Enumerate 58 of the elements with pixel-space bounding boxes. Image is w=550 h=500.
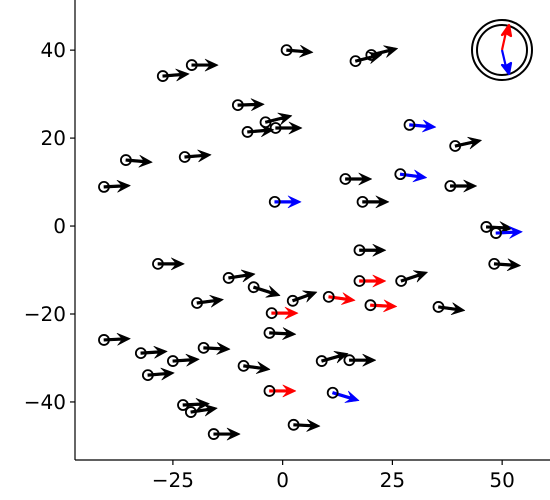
x-tick-label: 25: [380, 468, 406, 492]
point: [286, 294, 299, 307]
point: [480, 221, 492, 233]
point: [449, 140, 462, 152]
point: [184, 406, 197, 418]
point: [350, 55, 362, 68]
point: [326, 386, 339, 399]
point: [166, 355, 179, 367]
point: [242, 126, 254, 138]
point: [134, 347, 147, 360]
point: [404, 118, 416, 131]
point: [156, 70, 169, 82]
point: [98, 181, 110, 193]
point: [198, 342, 210, 354]
point: [354, 244, 366, 256]
point: [142, 369, 154, 382]
point: [394, 168, 406, 180]
point: [208, 428, 220, 440]
point: [152, 258, 164, 270]
point: [340, 173, 352, 185]
point: [268, 196, 281, 208]
point: [178, 151, 191, 163]
point: [488, 258, 500, 270]
point: [444, 180, 456, 192]
point: [288, 418, 300, 431]
point: [238, 360, 250, 372]
point: [264, 327, 276, 339]
point: [343, 354, 356, 366]
point: [266, 307, 278, 320]
x-tick-label: 0: [276, 468, 290, 492]
point: [316, 355, 328, 367]
point: [98, 334, 110, 346]
y-tick-label: 40: [40, 38, 66, 62]
point: [222, 272, 235, 284]
point: [364, 299, 376, 312]
point: [191, 297, 203, 309]
point: [365, 49, 378, 61]
y-tick-label: −40: [24, 390, 66, 414]
point: [280, 44, 292, 56]
point: [322, 290, 335, 303]
point: [120, 154, 132, 166]
point: [354, 275, 366, 287]
point: [356, 196, 368, 208]
point: [248, 281, 260, 294]
y-tick-label: −20: [24, 302, 66, 326]
point: [270, 122, 282, 134]
point: [432, 301, 444, 313]
x-tick-label: −25: [152, 468, 194, 492]
y-tick-label: 20: [40, 126, 66, 150]
x-tick-label: 50: [489, 468, 515, 492]
point: [177, 399, 189, 411]
point: [232, 99, 244, 112]
point: [490, 227, 502, 239]
point: [186, 59, 198, 71]
point: [395, 275, 408, 287]
y-tick-label: 0: [53, 214, 66, 238]
point: [264, 385, 276, 397]
point: [260, 116, 272, 128]
